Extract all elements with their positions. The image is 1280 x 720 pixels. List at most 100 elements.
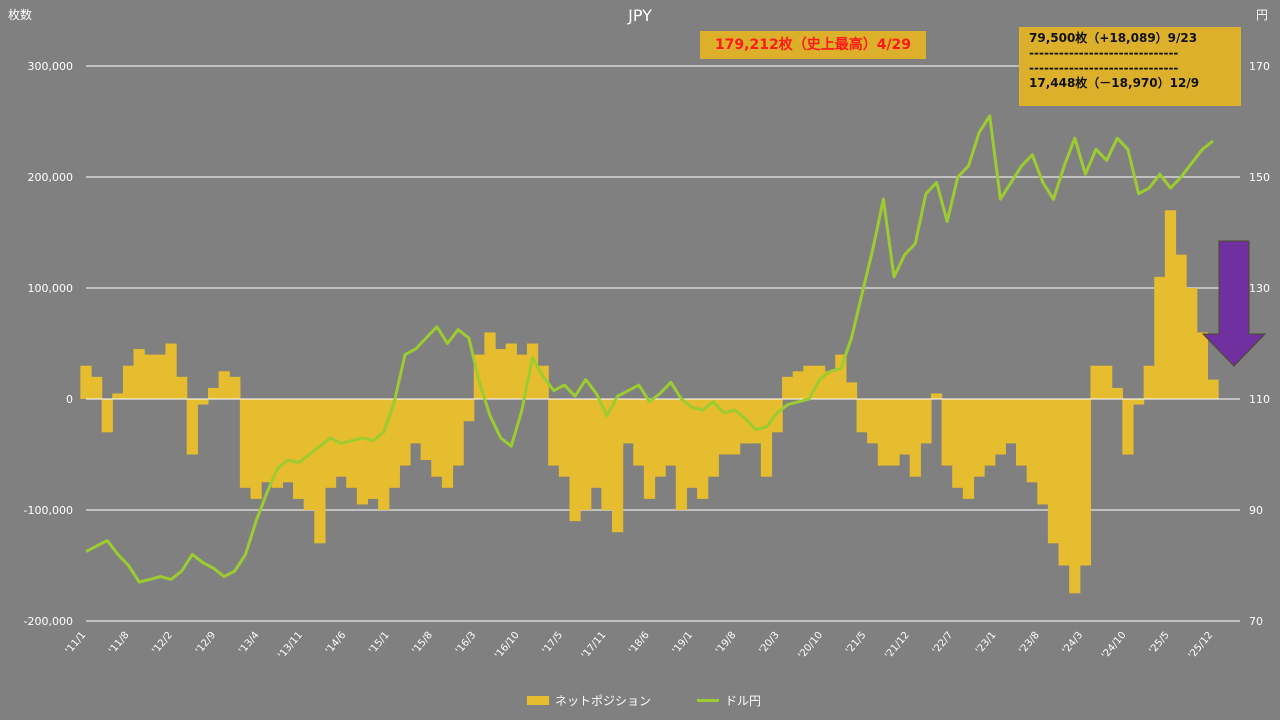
- net-position-bar: [601, 399, 613, 510]
- left-tick-label: 100,000: [28, 282, 74, 295]
- net-position-bar: [824, 371, 836, 399]
- net-position-bar: [760, 399, 773, 477]
- net-position-bar: [239, 399, 252, 488]
- x-tick-label: '14/6: [324, 630, 349, 656]
- net-position-bar: [1016, 399, 1028, 466]
- net-position-bar: [250, 399, 262, 499]
- right-tick-label: 90: [1249, 504, 1263, 517]
- net-position-bar: [686, 399, 698, 488]
- net-position-bar: [324, 399, 337, 488]
- position-change-annotation: 79,500枚（+18,089）9/23 -------------------…: [1019, 27, 1241, 106]
- net-position-bar: [1111, 387, 1123, 399]
- right-tick-label: 70: [1249, 615, 1263, 628]
- net-position-bar: [611, 399, 624, 533]
- net-position-bar: [718, 399, 730, 455]
- record-high-annotation: 179,212枚（史上最高）4/29: [700, 31, 926, 59]
- left-tick-label: 200,000: [28, 171, 74, 184]
- net-position-bar: [91, 376, 103, 399]
- net-position-bar: [207, 387, 220, 399]
- left-axis-unit: 枚数: [8, 8, 33, 22]
- chart-title: JPY: [628, 6, 652, 25]
- x-tick-label: '25/5: [1147, 630, 1172, 656]
- net-position-bar: [516, 354, 528, 399]
- net-position-bar: [1058, 399, 1070, 566]
- net-position-bar: [845, 382, 858, 399]
- x-tick-label: '19/1: [671, 630, 696, 656]
- net-position-bar: [165, 343, 177, 399]
- net-position-bar: [378, 399, 390, 510]
- x-tick-label: '17/11: [580, 630, 609, 661]
- net-position-bar: [899, 399, 911, 455]
- x-tick-label: '13/4: [237, 630, 262, 656]
- net-position-bar: [994, 399, 1006, 455]
- legend-item-net-position: ネットポジション: [527, 692, 651, 709]
- net-position-bar: [229, 376, 241, 399]
- net-position-bar: [548, 399, 560, 466]
- x-tick-label: '21/12: [883, 630, 912, 661]
- net-position-bar: [356, 399, 369, 505]
- net-position-bar: [463, 399, 475, 422]
- net-position-bar: [867, 399, 879, 444]
- net-position-bar: [888, 399, 900, 466]
- x-tick-label: '24/10: [1100, 630, 1129, 661]
- net-position-bar: [420, 399, 432, 461]
- net-position-bar: [293, 399, 305, 499]
- net-position-bar: [962, 399, 975, 499]
- net-position-bar: [835, 354, 847, 399]
- x-tick-label: '24/3: [1061, 630, 1086, 656]
- net-position-bar: [1186, 288, 1198, 399]
- net-position-bar: [271, 399, 283, 488]
- legend-swatch-line: [697, 699, 719, 702]
- net-position-bar: [558, 399, 571, 477]
- net-position-bar: [728, 399, 741, 455]
- net-position-bar: [176, 376, 188, 399]
- net-position-bar: [346, 399, 358, 488]
- net-position-bar: [1047, 399, 1060, 544]
- net-position-bar: [1132, 399, 1145, 405]
- left-tick-label: 300,000: [28, 60, 74, 73]
- net-position-bar: [697, 399, 709, 499]
- net-position-bar: [941, 399, 953, 466]
- net-position-bar: [1037, 399, 1049, 505]
- legend-item-usdjpy: ドル円: [697, 692, 761, 709]
- net-position-bar: [1122, 399, 1134, 455]
- x-tick-label: '11/1: [64, 630, 89, 656]
- net-position-bar: [537, 365, 549, 399]
- net-position-bar: [675, 399, 688, 510]
- legend-label-net-position: ネットポジション: [555, 694, 652, 708]
- chart-legend: ネットポジション ドル円: [0, 692, 1280, 710]
- annotation-line-1: 79,500枚（+18,089）9/23: [1029, 31, 1198, 45]
- x-tick-label: '15/8: [410, 630, 435, 656]
- net-position-bar: [973, 399, 985, 477]
- legend-label-usdjpy: ドル円: [725, 694, 762, 708]
- annotation-line-3: ------------------------------: [1029, 61, 1179, 75]
- left-tick-label: -100,000: [24, 504, 73, 517]
- net-position-bar: [952, 399, 964, 488]
- left-tick-label: 0: [66, 393, 73, 406]
- net-position-bar: [803, 365, 815, 399]
- x-tick-label: '12/9: [194, 630, 219, 656]
- net-position-bar: [877, 399, 890, 466]
- net-position-bar: [782, 376, 794, 399]
- net-position-bar: [633, 399, 645, 466]
- net-position-bar: [1154, 276, 1166, 399]
- down-arrow: [1201, 240, 1267, 367]
- x-tick-label: '12/2: [150, 630, 175, 656]
- net-position-bar: [484, 332, 496, 399]
- net-position-bar: [133, 349, 145, 399]
- x-tick-label: '17/5: [540, 630, 565, 656]
- net-position-bar: [1079, 399, 1092, 566]
- net-position-bar: [122, 365, 135, 399]
- x-tick-label: '25/12: [1187, 630, 1216, 661]
- net-position-bar: [792, 371, 804, 399]
- net-position-bar: [399, 399, 411, 466]
- net-position-bar: [388, 399, 400, 488]
- x-tick-label: '21/5: [844, 630, 869, 656]
- net-position-bar: [261, 399, 273, 483]
- net-position-bar: [654, 399, 666, 477]
- left-tick-label: -200,000: [24, 615, 73, 628]
- net-position-bar: [314, 399, 326, 544]
- x-tick-label: '16/3: [454, 630, 479, 656]
- net-position-bar: [920, 399, 932, 444]
